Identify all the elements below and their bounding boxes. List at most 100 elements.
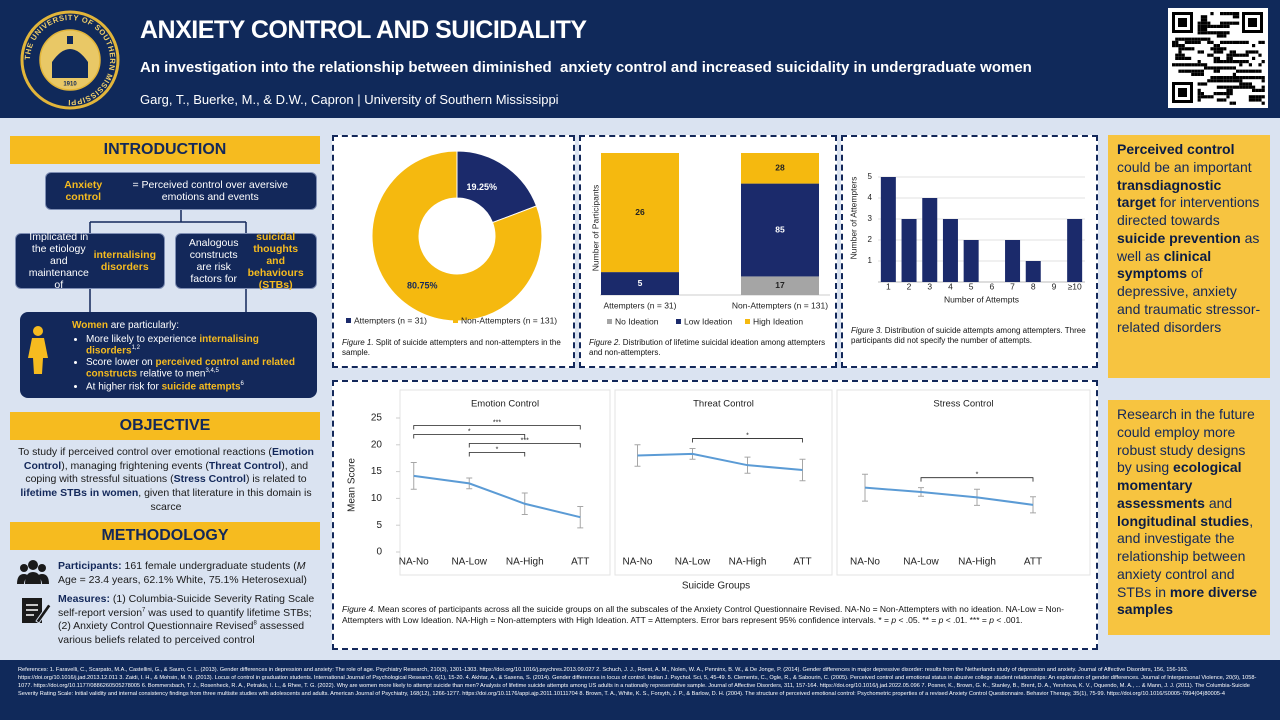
- measures-icon: [22, 598, 52, 624]
- text-i: Figure 3.: [851, 326, 883, 335]
- text-b: suicide prevention: [1117, 229, 1241, 246]
- text-hl: internalising disorders: [86, 334, 259, 357]
- definition-box: Anxiety control = Perceived control over…: [45, 172, 317, 210]
- text-i: Figure 4.: [342, 604, 376, 614]
- conclusion-box: Perceived control could be an important …: [1108, 135, 1270, 378]
- text-hl: perceived control and related constructs: [86, 357, 295, 380]
- text-run: Research in the future could employ more…: [1117, 406, 1255, 476]
- text-run: 161 female undergraduate students (: [121, 560, 297, 572]
- text-i: Figure 1.: [342, 338, 374, 347]
- women-lead: Women are particularly:: [72, 320, 307, 331]
- text-b: transdiagnostic target: [1117, 176, 1222, 211]
- women-point: Score lower on perceived control and rel…: [86, 357, 307, 379]
- text-run: of depressive, anxiety and traumatic str…: [1117, 265, 1261, 335]
- women-box: Women are particularly: More likely to e…: [20, 312, 317, 398]
- text-b: Participants:: [58, 560, 122, 572]
- text-i: Figure 2.: [589, 338, 621, 347]
- text-run: Distribution of lifetime suicidal ideati…: [589, 338, 826, 357]
- text-run: Age = 23.4 years, 62.1% White, 75.1% Het…: [58, 573, 307, 586]
- objective-text: To study if perceived control over emoti…: [18, 446, 314, 514]
- text-hl: Women: [72, 320, 108, 331]
- etiology-box: Implicated in the etiology and maintenan…: [15, 231, 165, 291]
- text-b: Stress Control: [173, 473, 246, 486]
- figure-caption: Figure 2. Distribution of lifetime suici…: [589, 338, 829, 358]
- participants-icon: [17, 560, 49, 584]
- text-i: M: [296, 560, 306, 572]
- measures-text: Measures: (1) Columbia-Suicide Severity …: [58, 593, 320, 648]
- text-run: Implicated in the etiology and maintenan…: [28, 231, 89, 291]
- text-run: was used to quantify lifetime STBs; (2) …: [58, 606, 312, 633]
- text-run: , and investigate the relationship betwe…: [1117, 512, 1254, 600]
- poster-subtitle: An investigation into the relationship b…: [140, 59, 1032, 76]
- text-run: , given that literature in this domain i…: [138, 486, 312, 513]
- text-run: could be an important: [1117, 158, 1252, 175]
- connector: [89, 210, 247, 233]
- figure-panel: [579, 135, 837, 368]
- connector: [89, 289, 247, 312]
- text-run: More likely to experience: [86, 334, 200, 345]
- text-sup: 3,4,5: [205, 368, 219, 375]
- participants-text: Participants: 161 female undergraduate s…: [58, 560, 320, 587]
- text-run: are particularly:: [107, 320, 180, 331]
- text-b: Emotion Control: [23, 446, 314, 472]
- text-run: (1) Columbia-Suicide Severity Rating Sca…: [58, 593, 315, 619]
- text-run: Split of suicide attempters and non-atte…: [342, 338, 561, 357]
- footer-band: [0, 660, 1280, 720]
- analogous-box: Analogous constructs are risk factors fo…: [175, 231, 317, 291]
- text-b: lifetime STBs in women: [20, 486, 139, 499]
- text-sup: 6: [240, 380, 244, 387]
- text-run: ), managing frightening events (: [61, 459, 209, 472]
- text-i: p: [938, 614, 944, 625]
- text-sup: 1,2: [131, 345, 140, 351]
- text-run: Mean scores of participants across all t…: [342, 604, 1064, 625]
- text-run: At higher risk for: [86, 380, 162, 392]
- text-run: < .05. ** =: [896, 614, 939, 625]
- text-b: Measures:: [58, 593, 110, 605]
- women-point: More likely to experience internalising …: [86, 334, 307, 356]
- text-run: To study if perceived control over emoti…: [18, 446, 272, 458]
- text-i: p: [989, 614, 994, 625]
- women-points: More likely to experience internalising …: [72, 334, 307, 392]
- header-band: [0, 0, 1280, 118]
- text-b: ecological momentary assessments: [1117, 459, 1242, 511]
- text-run: for interventions directed towards: [1117, 194, 1260, 229]
- text-b: clinical symptoms: [1117, 247, 1212, 282]
- text-run: Distribution of suicide attempts among a…: [851, 326, 1086, 345]
- text-run: relative to men: [137, 368, 206, 380]
- text-run: ), and coping with stressful situations …: [25, 459, 309, 486]
- text-run: < .001.: [993, 614, 1023, 625]
- section-heading: METHODOLOGY: [10, 522, 320, 550]
- poster-title: ANXIETY CONTROL AND SUICIDALITY: [140, 16, 587, 44]
- figure-panel: [332, 135, 575, 368]
- authors: Garg, T., Buerke, M., & D.W., Capron | U…: [140, 92, 559, 107]
- text-b: more diverse samples: [1117, 583, 1258, 618]
- text-run: < .01. *** =: [943, 614, 990, 625]
- text-run: and: [1204, 494, 1233, 511]
- text-hl: Anxiety control: [64, 179, 103, 203]
- text-hl: internalising disorders: [93, 249, 156, 273]
- text-b: longitudinal studies: [1117, 512, 1250, 529]
- text-run: as well as: [1117, 229, 1260, 264]
- section-heading: OBJECTIVE: [10, 412, 320, 440]
- text-sup: 8: [253, 620, 257, 627]
- text-run: assessed various beliefs related to perc…: [58, 620, 305, 646]
- text-sup: 7: [142, 607, 146, 614]
- text-run: Analogous constructs are risk factors fo…: [188, 237, 239, 285]
- women-point: At higher risk for suicide attempts6: [86, 381, 307, 392]
- section-heading: INTRODUCTION: [10, 136, 320, 164]
- text-hl: suicide attempts: [161, 380, 241, 392]
- figure-caption: Figure 4. Mean scores of participants ac…: [342, 604, 1090, 625]
- text-i: p: [891, 614, 897, 625]
- conclusion-box: Research in the future could employ more…: [1108, 400, 1270, 635]
- text-b: Threat Control: [208, 459, 282, 472]
- references: References: 1. Faravelli, C., Scarpato, …: [18, 667, 1257, 698]
- text-run: = Perceived control over aversive emotio…: [132, 179, 289, 203]
- text-run: ) is related to: [245, 473, 307, 486]
- text-hl: suicidal thoughts and behaviours (STBs): [247, 231, 304, 291]
- text-b: Perceived control: [1117, 141, 1235, 157]
- figure-caption: Figure 3. Distribution of suicide attemp…: [851, 326, 1091, 346]
- figure-caption: Figure 1. Split of suicide attempters an…: [342, 338, 567, 358]
